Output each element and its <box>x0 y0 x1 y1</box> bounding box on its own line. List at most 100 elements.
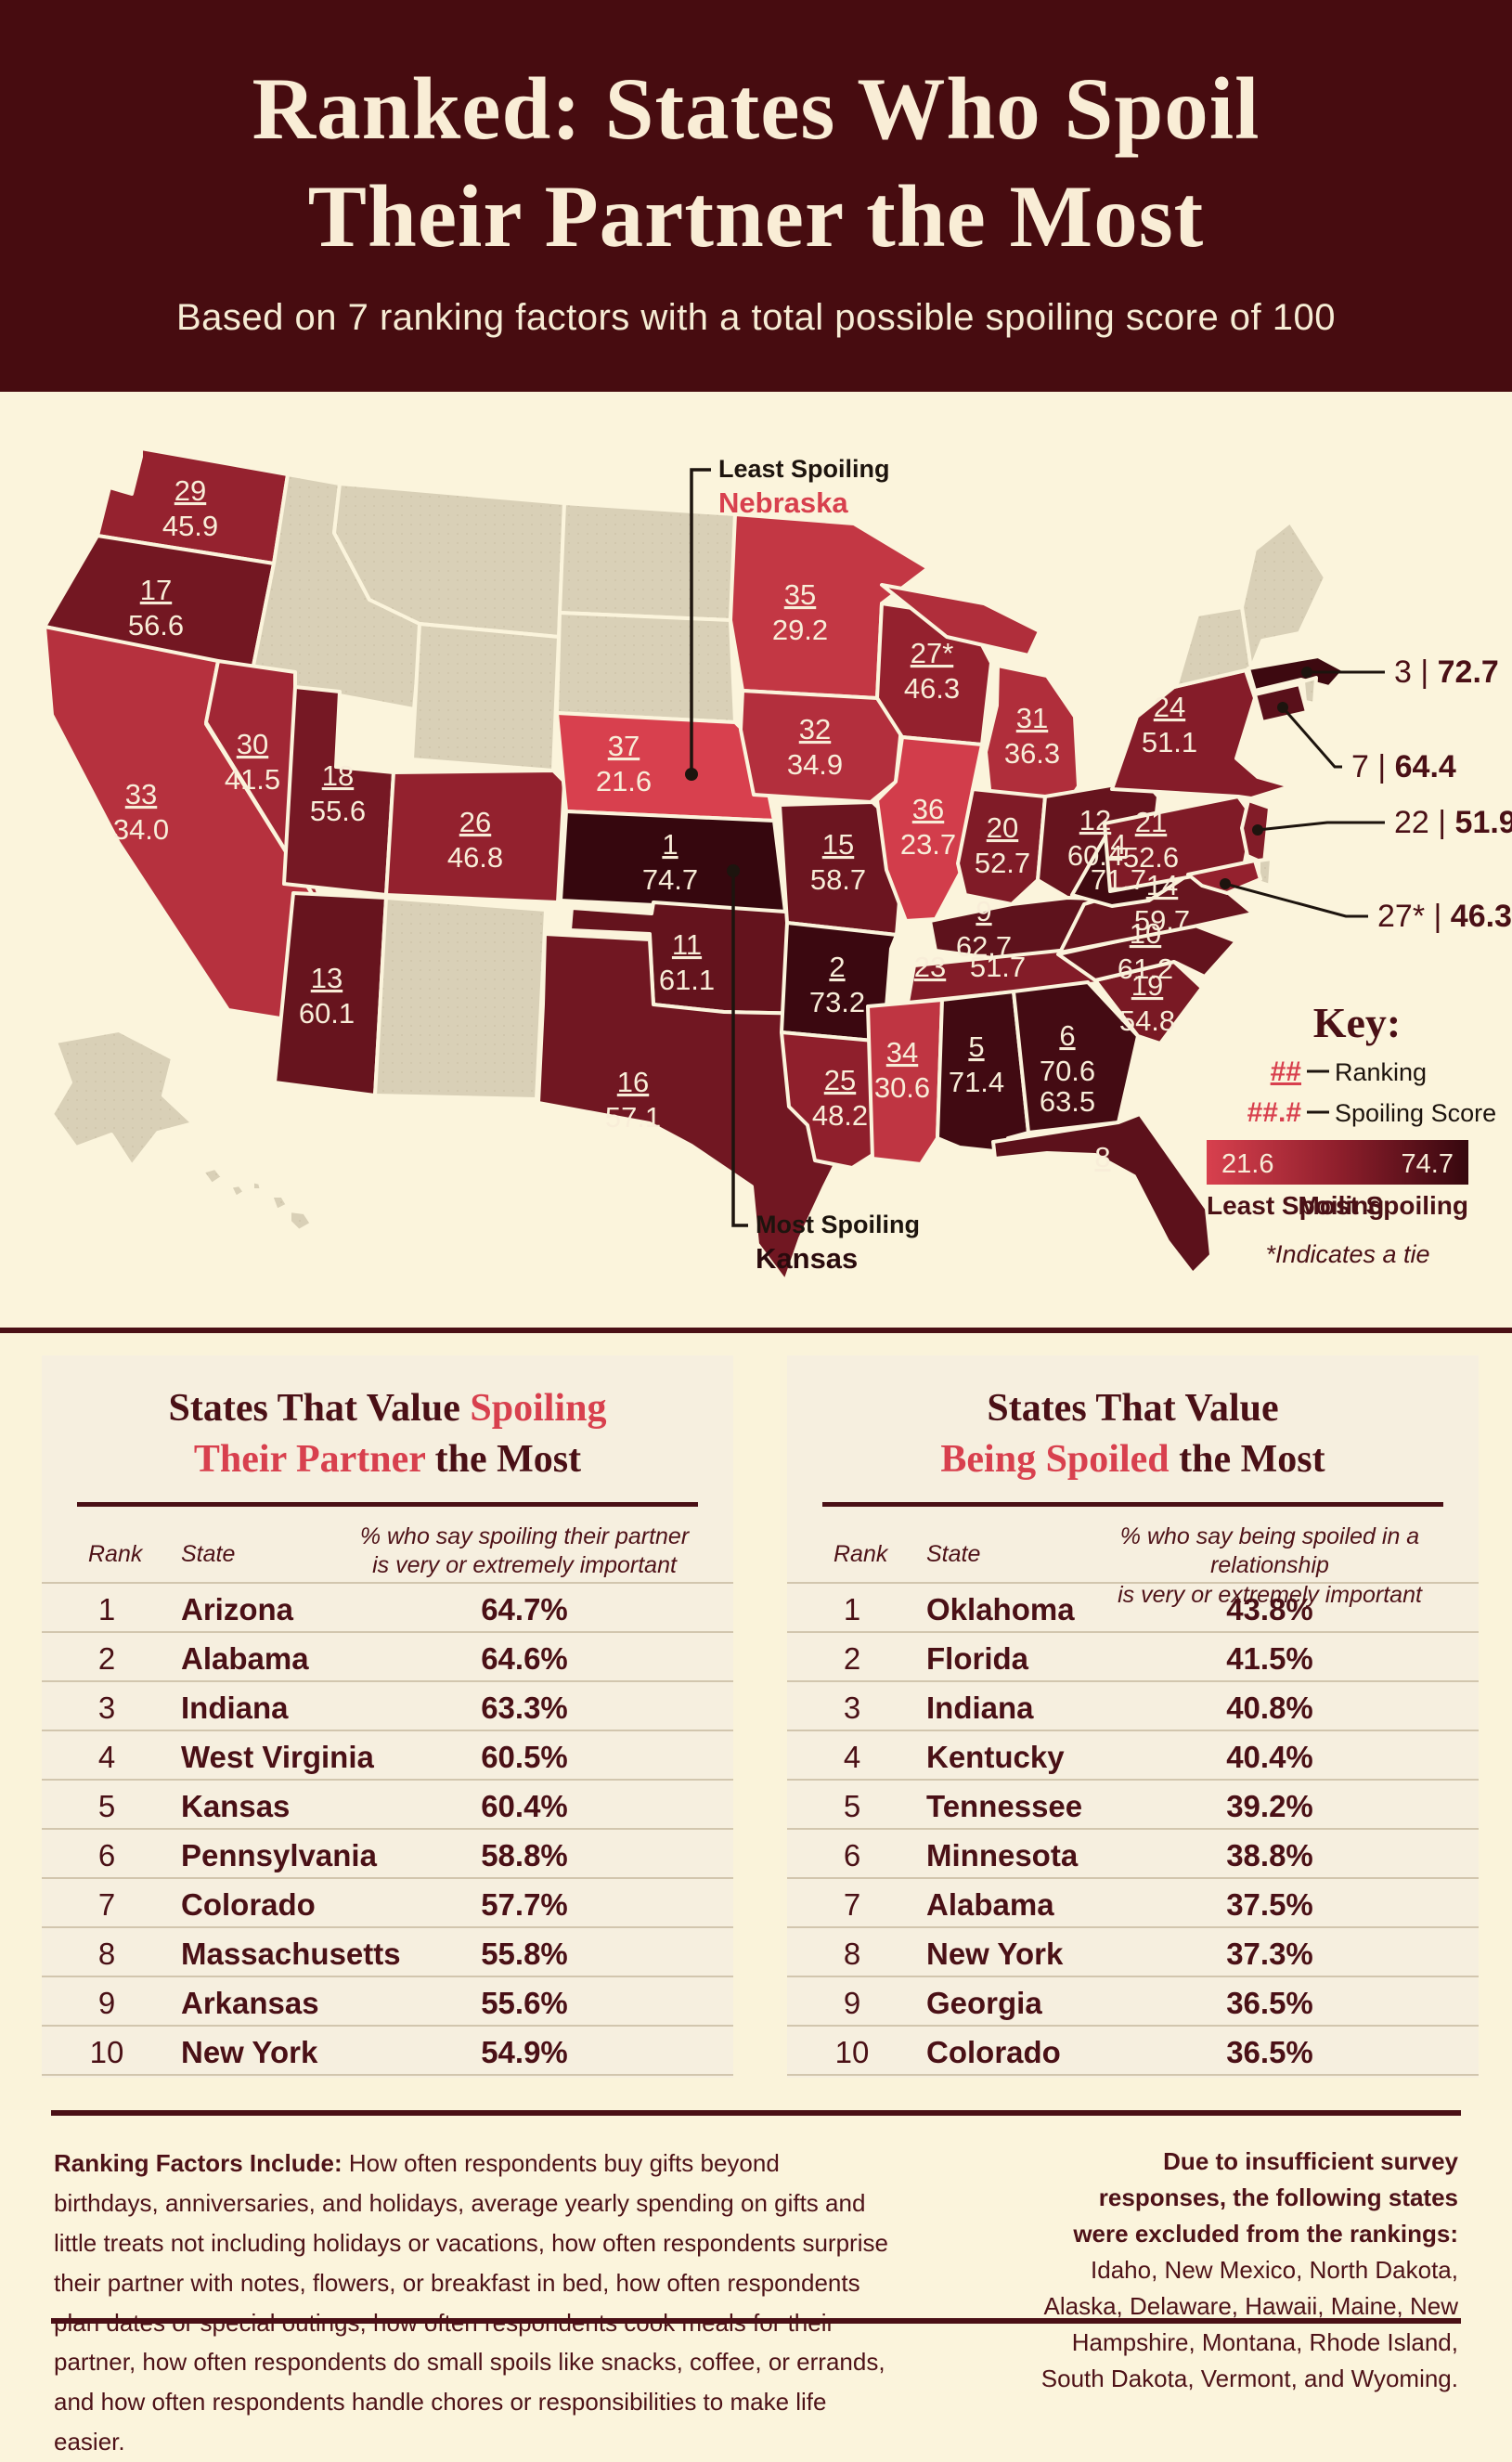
svg-text:52.7: 52.7 <box>975 847 1030 879</box>
row-separator <box>787 1976 1479 1977</box>
cell-state: New York <box>181 2035 318 2069</box>
svg-text:51.7: 51.7 <box>970 951 1026 983</box>
cell-percent: 64.7% <box>481 1592 568 1626</box>
svg-text:Key:: Key: <box>1313 999 1402 1046</box>
svg-text:36: 36 <box>912 793 944 825</box>
cell-rank: 10 <box>834 2035 870 2069</box>
table-row: 1 Arizona 64.7% <box>42 1584 733 1633</box>
cell-percent: 38.8% <box>1226 1838 1313 1872</box>
tables-section: States That Value Spoiling Their Partner … <box>0 1333 1512 2110</box>
state-north-dakota <box>558 501 737 622</box>
svg-text:17: 17 <box>140 574 172 606</box>
state-hawaii <box>200 1166 314 1233</box>
being-spoiled-table: States That Value Being Spoiled the Most R… <box>787 1355 1479 2078</box>
header-separator <box>787 1582 1479 1584</box>
row-separator <box>42 1877 733 1879</box>
table-row: 7 Colorado 57.7% <box>42 1879 733 1928</box>
svg-text:34.0: 34.0 <box>113 813 169 846</box>
table-title-accent: Their Partner <box>193 1438 426 1482</box>
svg-text:21.6: 21.6 <box>596 765 652 797</box>
state-wyoming <box>410 622 561 772</box>
svg-text:61.2: 61.2 <box>1118 952 1173 985</box>
svg-text:2: 2 <box>829 951 845 983</box>
table-row: 2 Alabama 64.6% <box>42 1633 733 1682</box>
col-header-rank: Rank <box>88 1541 143 1567</box>
table-row: 7 Alabama 37.5% <box>787 1879 1479 1928</box>
svg-text:7 | 64.4: 7 | 64.4 <box>1351 749 1456 784</box>
page-title: Ranked: States Who Spoil Their Partner th… <box>252 59 1260 266</box>
cell-rank: 5 <box>843 1789 861 1823</box>
cell-percent: 57.7% <box>481 1887 568 1922</box>
row-separator <box>42 1828 733 1830</box>
row-separator <box>42 2025 733 2027</box>
state-colorado <box>384 769 566 904</box>
svg-text:74.7: 74.7 <box>1402 1149 1454 1179</box>
svg-text:51.1: 51.1 <box>1142 726 1197 758</box>
cell-rank: 6 <box>843 1838 861 1872</box>
svg-text:54.8: 54.8 <box>1119 1004 1175 1037</box>
svg-text:Spoiling Score: Spoiling Score <box>1335 1099 1496 1127</box>
svg-text:4: 4 <box>1110 828 1126 861</box>
row-separator <box>42 2074 733 2076</box>
svg-text:18: 18 <box>322 759 354 792</box>
state-florida <box>991 1112 1213 1276</box>
cell-rank: 7 <box>843 1887 861 1922</box>
svg-text:10: 10 <box>1130 917 1161 950</box>
svg-text:6: 6 <box>1059 1019 1075 1052</box>
cell-percent: 41.5% <box>1226 1641 1313 1676</box>
legend-gradient-bar <box>1207 1140 1468 1185</box>
svg-text:46.8: 46.8 <box>447 841 503 874</box>
most-spoiling-callout: Most Spoiling Kansas <box>727 864 920 1275</box>
cell-state: Arkansas <box>181 1986 319 2020</box>
col-header-percent: % who say being spoiled in a relationshi… <box>1118 1523 1422 1608</box>
east-callout-3: 3 | 72.7 <box>1301 654 1499 690</box>
svg-text:30: 30 <box>237 728 268 760</box>
svg-text:Most Spoiling: Most Spoiling <box>756 1211 920 1238</box>
svg-text:41.5: 41.5 <box>225 763 280 796</box>
state-arizona <box>273 891 388 1097</box>
svg-text:34: 34 <box>886 1036 918 1069</box>
svg-text:11: 11 <box>672 928 702 961</box>
table-title-text: States That Value <box>987 1387 1279 1430</box>
state-illinois <box>875 735 984 923</box>
row-separator <box>42 1976 733 1977</box>
cell-rank: 6 <box>97 1838 116 1872</box>
cell-state: Minnesota <box>926 1838 1079 1872</box>
least-spoiling-callout: Least Spoiling Nebraska <box>685 455 890 781</box>
east-callout-27: 27* | 46.3 <box>1220 878 1512 934</box>
cell-rank: 1 <box>843 1592 861 1626</box>
cell-rank: 2 <box>97 1641 116 1676</box>
state-mississippi <box>866 998 944 1166</box>
cell-percent: 39.2% <box>1226 1789 1313 1823</box>
table-title-accent: Spoiling <box>470 1387 607 1430</box>
svg-text:15: 15 <box>822 828 854 861</box>
state-label-ga: 670.6 <box>1040 1019 1095 1087</box>
svg-text:8: 8 <box>1094 1141 1110 1173</box>
svg-text:29.2: 29.2 <box>772 614 828 646</box>
svg-text:Most Spoiling: Most Spoiling <box>1298 1191 1468 1220</box>
svg-text:3 | 72.7: 3 | 72.7 <box>1394 654 1499 690</box>
cell-percent: 37.5% <box>1226 1887 1313 1922</box>
row-separator <box>42 1926 733 1928</box>
cell-state: Arizona <box>181 1592 294 1626</box>
svg-text:30.6: 30.6 <box>874 1071 930 1104</box>
cell-state: Colorado <box>181 1887 316 1922</box>
east-callout-7: 7 | 64.4 <box>1277 702 1456 784</box>
table-title-accent: Being Spoiled <box>940 1438 1170 1482</box>
svg-text:20: 20 <box>987 811 1018 844</box>
cell-state: Indiana <box>926 1691 1034 1725</box>
table-row: 2 Florida 41.5% <box>787 1633 1479 1682</box>
svg-text:59.7: 59.7 <box>1134 904 1190 937</box>
